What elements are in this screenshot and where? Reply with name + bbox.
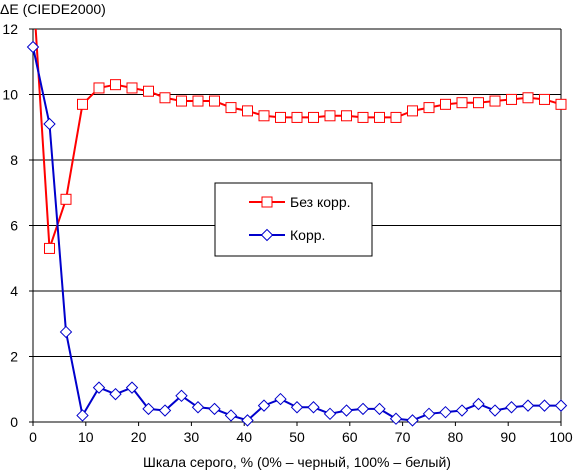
series-2-point <box>554 399 568 412</box>
legend-label-series-1: Без корр. <box>290 194 351 210</box>
series-layer <box>26 29 568 427</box>
series-1-point <box>357 111 369 123</box>
series-2-point <box>307 401 320 414</box>
x-tick-label: 30 <box>184 429 200 445</box>
y-tick-label: 4 <box>10 283 18 299</box>
series-1-point <box>539 93 550 105</box>
series-1-point <box>159 92 171 104</box>
series-1-point <box>110 79 121 91</box>
series-2-point <box>257 399 271 412</box>
x-tick-label: 40 <box>236 429 252 445</box>
series-1-point <box>176 95 187 107</box>
series-2-point <box>92 381 106 394</box>
series-2-point <box>59 325 73 339</box>
legend-label-series-2: Корр. <box>290 227 325 243</box>
series-2-point <box>76 409 89 422</box>
legend: Без корр. Корр. <box>214 182 373 257</box>
x-tick-label: 80 <box>448 429 464 445</box>
series-2-point <box>109 387 122 401</box>
legend-marker-series-2 <box>260 228 274 242</box>
y-tick-label: 8 <box>10 152 18 168</box>
series-1-point <box>258 110 270 122</box>
series-1-point <box>473 97 484 109</box>
series-2-point <box>538 399 551 412</box>
series-1-point <box>456 97 468 109</box>
x-tick-label: 60 <box>342 429 358 445</box>
series-2-point <box>241 414 254 427</box>
series-2-point <box>191 401 205 414</box>
series-2-point <box>208 402 221 416</box>
series-2-point <box>439 405 452 419</box>
series-2-point <box>521 399 535 412</box>
y-axis-title: ΔE (CIEDE2000) <box>0 1 106 17</box>
series-1-point <box>209 95 220 107</box>
y-tick-label: 2 <box>10 349 18 365</box>
series-1-point <box>324 110 336 122</box>
series-1-point <box>44 242 55 254</box>
series-2-point <box>274 392 287 406</box>
x-tick-label: 0 <box>29 429 37 445</box>
series-1-point <box>489 95 501 107</box>
series-2-point <box>505 401 518 414</box>
y-tick-label: 12 <box>2 21 18 37</box>
series-2-point <box>340 404 353 417</box>
series-1-point <box>374 111 385 123</box>
series-2-point <box>455 404 469 417</box>
series-2-point <box>224 409 238 422</box>
series-1-point <box>291 111 303 123</box>
series-1-point <box>126 82 138 94</box>
series-1-point <box>143 85 154 97</box>
series-2-point <box>323 407 337 421</box>
series-1-point <box>192 95 204 107</box>
series-1-point <box>308 111 319 123</box>
series-2-point <box>472 397 485 411</box>
series-2-point <box>422 407 436 421</box>
series-1 <box>34 29 567 254</box>
series-1-point <box>522 92 534 104</box>
series-2-point <box>290 401 304 414</box>
y-ticks: 0 2 4 6 8 10 12 <box>2 21 33 430</box>
series-1-point <box>440 98 451 110</box>
series-1-point <box>275 111 286 123</box>
series-2-point <box>406 414 419 427</box>
series-2-point <box>488 404 502 417</box>
series-1-point <box>407 105 418 117</box>
legend-marker-series-1 <box>261 196 273 208</box>
series-2-point <box>356 402 370 416</box>
series-2-point <box>43 117 56 131</box>
series-1-point <box>225 102 237 114</box>
x-axis-title: Шкала серого, % (0% – черный, 100% – бел… <box>143 454 451 470</box>
x-tick-label: 50 <box>289 429 305 445</box>
series-1-point <box>390 111 402 123</box>
series-2-point <box>158 404 172 417</box>
x-tick-label: 20 <box>131 429 147 445</box>
series-2-point <box>389 412 403 425</box>
series-1-point <box>555 98 567 110</box>
y-tick-label: 0 <box>10 414 18 430</box>
x-ticks: 0 10 20 30 40 50 60 70 80 90 100 <box>29 422 573 445</box>
y-tick-label: 6 <box>10 218 18 234</box>
series-2-point <box>142 402 155 416</box>
series-1-point <box>77 98 88 110</box>
x-tick-label: 70 <box>395 429 411 445</box>
series-2-point <box>125 381 139 394</box>
series-2-point <box>26 40 40 54</box>
x-tick-label: 10 <box>78 429 94 445</box>
y-tick-label: 10 <box>2 87 18 103</box>
series-1-point <box>242 105 253 117</box>
series-1-point <box>93 82 105 94</box>
series-2-point <box>373 402 386 416</box>
series-1-point <box>423 102 435 114</box>
series-1-point <box>60 193 72 205</box>
series-1-point <box>506 93 517 105</box>
legend-box <box>214 182 373 257</box>
series-2 <box>26 40 568 427</box>
series-2-point <box>175 389 188 403</box>
series-1-point <box>341 110 352 122</box>
x-tick-label: 90 <box>500 429 516 445</box>
x-tick-label: 100 <box>549 429 573 445</box>
